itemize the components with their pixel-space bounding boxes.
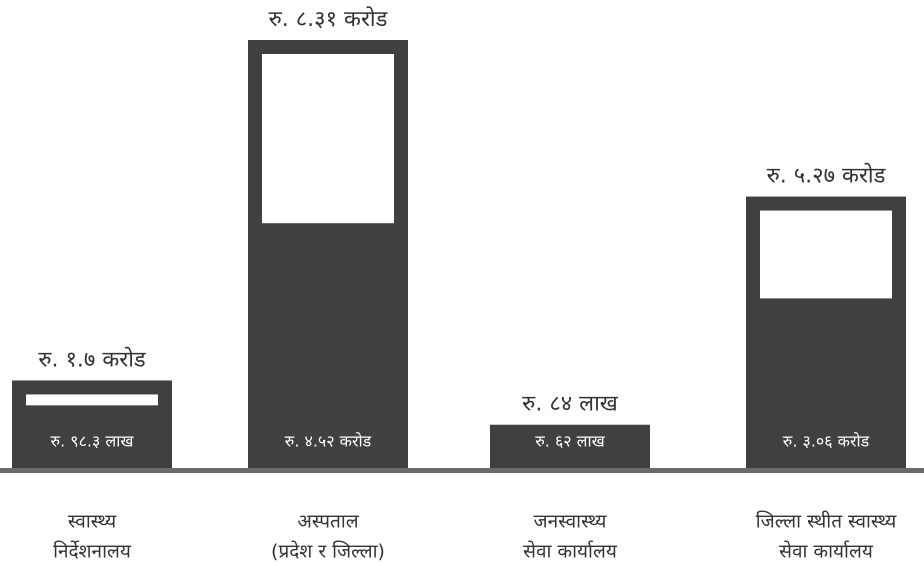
bar — [12, 380, 172, 468]
category-label: जिल्ला स्थीत स्वास्थ्य — [756, 510, 898, 533]
category-label: अस्पताल — [297, 511, 359, 533]
baseline — [0, 468, 924, 473]
inner-label: रु. ६२ लाख — [535, 432, 605, 451]
unspent-box — [262, 54, 394, 224]
total-label: रु. १.७ करोड — [38, 346, 146, 372]
category-label: स्वास्थ्य — [68, 511, 117, 533]
total-label: रु. ८.३१ करोड — [269, 6, 388, 32]
unspent-box — [26, 394, 158, 406]
category-label: निर्देशनालय — [53, 540, 132, 563]
category-label: जनस्वास्थ्य — [534, 511, 608, 533]
category-label: (प्रदेश र जिल्ला) — [271, 540, 385, 563]
category-label: सेवा कार्यालय — [523, 540, 618, 563]
unspent-box — [760, 210, 892, 299]
inner-label: रु. ३.०६ करोड — [783, 432, 870, 451]
inner-label: रु. ९८.३ लाख — [51, 432, 135, 451]
inner-label: रु. ४.५२ करोड — [285, 432, 372, 451]
category-label: सेवा कार्यालय — [779, 540, 874, 563]
total-label: रु. ५.२७ करोड — [767, 163, 886, 189]
total-label: रु. ८४ लाख — [522, 392, 619, 417]
bar — [490, 424, 650, 468]
